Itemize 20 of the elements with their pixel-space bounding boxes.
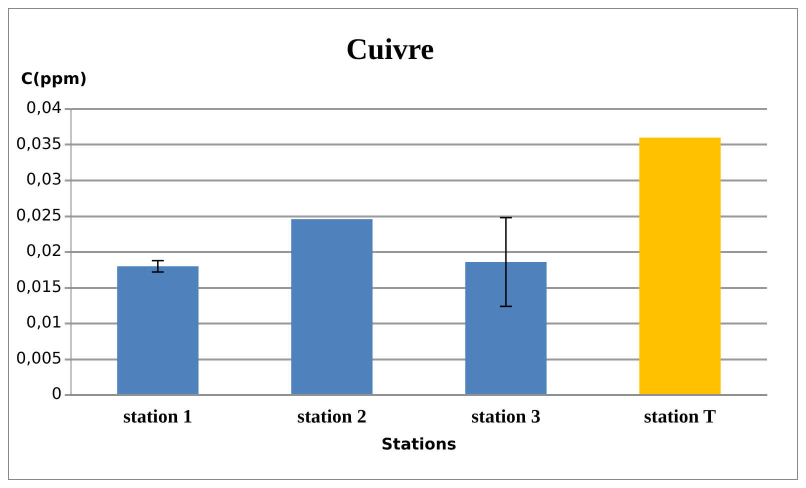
y-tick-label: 0,005 bbox=[16, 348, 62, 368]
bar bbox=[639, 138, 721, 394]
y-tick-label: 0 bbox=[52, 384, 62, 404]
y-tick-label: 0,02 bbox=[26, 241, 62, 260]
x-tick-label: station 2 bbox=[297, 406, 366, 428]
y-axis-title: C(ppm) bbox=[21, 69, 87, 88]
y-tick-label: 0,015 bbox=[16, 276, 62, 296]
x-tick-label: station 1 bbox=[123, 406, 192, 428]
y-tick-label: 0,025 bbox=[16, 205, 62, 224]
x-axis-title: Stations bbox=[381, 434, 456, 454]
bar bbox=[291, 219, 373, 394]
y-tick-label: 0,01 bbox=[26, 312, 62, 332]
y-tick-label: 0,04 bbox=[26, 98, 62, 118]
y-tick-label: 0,035 bbox=[16, 134, 62, 153]
bar bbox=[465, 262, 547, 394]
chart-title: Cuivre bbox=[346, 32, 434, 66]
x-tick-label: station T bbox=[644, 406, 716, 428]
y-tick-label: 0,03 bbox=[26, 170, 62, 189]
bar bbox=[117, 266, 199, 394]
x-tick-label: station 3 bbox=[471, 406, 541, 428]
